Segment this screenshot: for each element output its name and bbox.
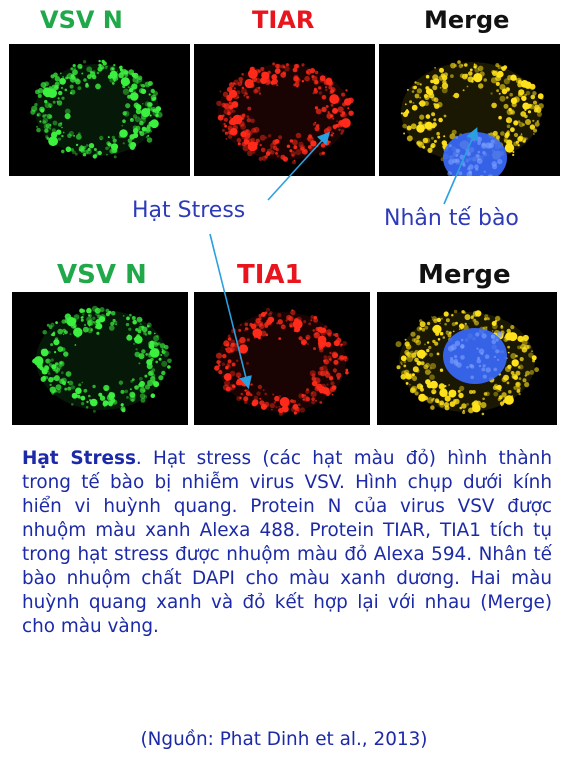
- row1-label-tiar: TIAR: [252, 6, 315, 34]
- row2-merge-panel: [377, 292, 557, 425]
- row1-green-panel: [9, 44, 190, 176]
- row1-red-image: [216, 62, 354, 165]
- figure-caption: Hạt Stress. Hạt stress (các hạt màu đỏ) …: [22, 447, 552, 639]
- row1-red-panel: [194, 44, 375, 176]
- row2-green-panel: [12, 292, 188, 425]
- stress-granule-callout: Hạt Stress: [132, 198, 246, 223]
- row2-red-image: [214, 307, 349, 416]
- row1-merge-panel: [379, 44, 560, 176]
- row1-label-vsvn: VSV N: [40, 6, 123, 34]
- row1-label-merge: Merge: [424, 6, 510, 34]
- row2-merge-image: [395, 309, 539, 416]
- row2-green-image: [32, 305, 172, 413]
- nucleus-callout: Nhân tế bào: [384, 206, 519, 231]
- caption-text: . Hạt stress (các hạt màu đỏ) hình thành…: [22, 448, 552, 637]
- row2-label-merge: Merge: [418, 260, 511, 290]
- row1-green-image: [30, 59, 163, 159]
- figure-source: (Nguồn: Phat Dinh et al., 2013): [140, 729, 428, 750]
- row2-label-vsvn: VSV N: [57, 260, 147, 290]
- nucleus-stain: [443, 328, 507, 384]
- row1-merge-image: [400, 60, 544, 176]
- row2-red-panel: [194, 292, 370, 425]
- row2-label-tia1: TIA1: [237, 260, 303, 290]
- caption-bold-term: Hạt Stress: [22, 448, 136, 469]
